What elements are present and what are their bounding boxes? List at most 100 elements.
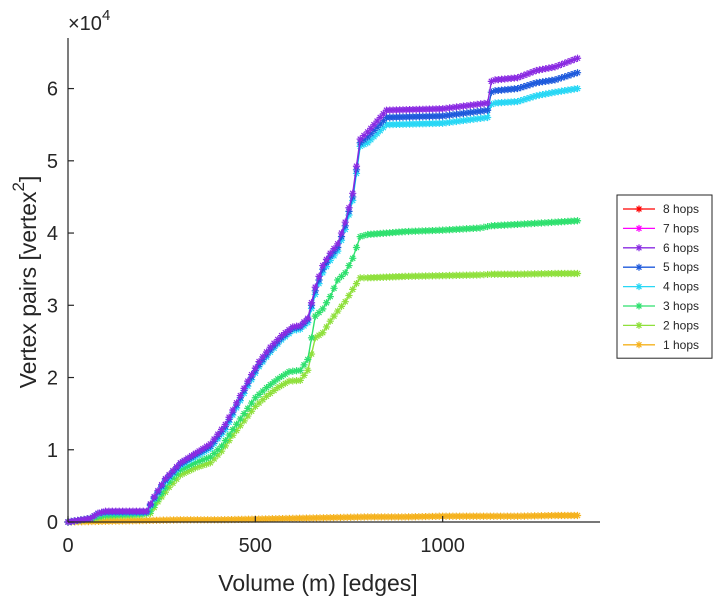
point-3-hops [304, 355, 312, 364]
point-2-hops [262, 392, 271, 400]
point-1-hops [573, 511, 582, 520]
point-5-hops [557, 74, 566, 82]
point-6-hops [341, 218, 349, 226]
point-3-hops [195, 457, 203, 465]
point-2-hops [292, 377, 301, 385]
point-3-hops [356, 233, 364, 241]
point-3-hops [311, 312, 319, 320]
point-2-hops [210, 455, 218, 463]
point-3-hops [247, 399, 256, 407]
axes-layer: 0 1 2 3 4 5 6 0 500 1000 [47, 38, 600, 557]
point-2-hops [349, 285, 357, 293]
point-3-hops [573, 217, 582, 225]
point-2-hops [240, 417, 248, 425]
point-3-hops [349, 254, 357, 262]
point-5-hops [554, 75, 562, 83]
point-6-hops [326, 249, 334, 257]
point-2-hops [304, 366, 312, 374]
point-2-hops [199, 461, 207, 469]
point-5-hops [373, 123, 381, 131]
point-4-hops [484, 113, 492, 122]
point-6-hops [345, 204, 353, 212]
point-3-hops [244, 404, 252, 412]
point-6-hops [86, 514, 95, 522]
point-3-hops [199, 456, 207, 464]
point-5-hops [370, 126, 378, 135]
point-2-hops [337, 302, 346, 310]
point-2-hops [165, 483, 173, 491]
legend-label: 2 hops [663, 318, 699, 332]
point-4-hops [311, 290, 319, 299]
point-6-hops [548, 63, 556, 72]
point-5-hops [379, 117, 387, 125]
point-3-hops [270, 378, 278, 386]
point-6-hops [367, 124, 375, 132]
point-6-hops [319, 261, 327, 270]
point-4-hops [345, 211, 353, 219]
point-5-hops [360, 136, 368, 144]
point-2-hops [345, 291, 353, 300]
point-4-hops [573, 84, 582, 93]
point-4-hops [315, 280, 323, 288]
x-tick-label: 0 [62, 535, 73, 557]
point-3-hops [326, 293, 334, 301]
point-4-hops [545, 89, 553, 97]
point-4-hops [529, 93, 537, 101]
point-2-hops [356, 274, 364, 282]
point-6-hops [203, 442, 211, 450]
point-5-hops [376, 120, 384, 128]
point-2-hops [232, 426, 241, 435]
point-2-hops [326, 317, 334, 325]
legend-swatch-marker [635, 263, 643, 271]
series-line-6-hops [67, 57, 578, 523]
point-2-hops [255, 399, 263, 407]
point-6-hops [526, 69, 534, 77]
point-6-hops [236, 391, 244, 400]
point-3-hops [360, 231, 368, 240]
legend-swatch-marker [635, 224, 643, 232]
point-6-hops [484, 99, 492, 107]
y-tick-label: 0 [47, 512, 58, 534]
point-6-hops [225, 413, 233, 421]
point-6-hops [169, 467, 177, 475]
point-3-hops [154, 495, 162, 503]
point-2-hops [270, 386, 278, 395]
point-6-hops [356, 135, 364, 143]
legend-item-6-hops: 6 hops [623, 241, 699, 255]
point-6-hops [251, 364, 259, 372]
point-6-hops [255, 358, 263, 366]
point-6-hops [330, 244, 338, 253]
y-tick-label: 6 [47, 79, 58, 101]
point-5-hops [484, 106, 492, 114]
point-5-hops [561, 73, 569, 81]
point-5-hops [364, 133, 372, 141]
point-6-hops [373, 117, 381, 125]
legend-item-1-hops: 1 hops [623, 338, 699, 352]
point-4-hops [360, 140, 368, 149]
point-3-hops [484, 222, 492, 231]
legend-label: 3 hops [663, 299, 699, 313]
point-6-hops [165, 471, 173, 479]
point-2-hops [191, 464, 199, 472]
point-2-hops [573, 269, 582, 278]
point-6-hops [535, 66, 544, 74]
point-5-hops [487, 88, 495, 96]
point-6-hops [573, 54, 582, 62]
point-3-hops [285, 368, 293, 376]
point-5-hops [319, 265, 327, 273]
point-6-hops [307, 299, 316, 307]
point-4-hops [532, 92, 540, 100]
x-tick-label: 500 [239, 535, 272, 557]
point-6-hops [158, 481, 166, 489]
point-4-hops [349, 196, 357, 205]
point-4-hops [379, 124, 387, 132]
legend-item-3-hops: 3 hops [623, 299, 699, 313]
point-2-hops [281, 379, 289, 387]
point-2-hops [259, 396, 267, 404]
point-5-hops [315, 276, 323, 284]
point-2-hops [307, 350, 316, 358]
point-6-hops [214, 430, 222, 438]
point-6-hops [259, 353, 267, 361]
point-4-hops [523, 95, 531, 103]
